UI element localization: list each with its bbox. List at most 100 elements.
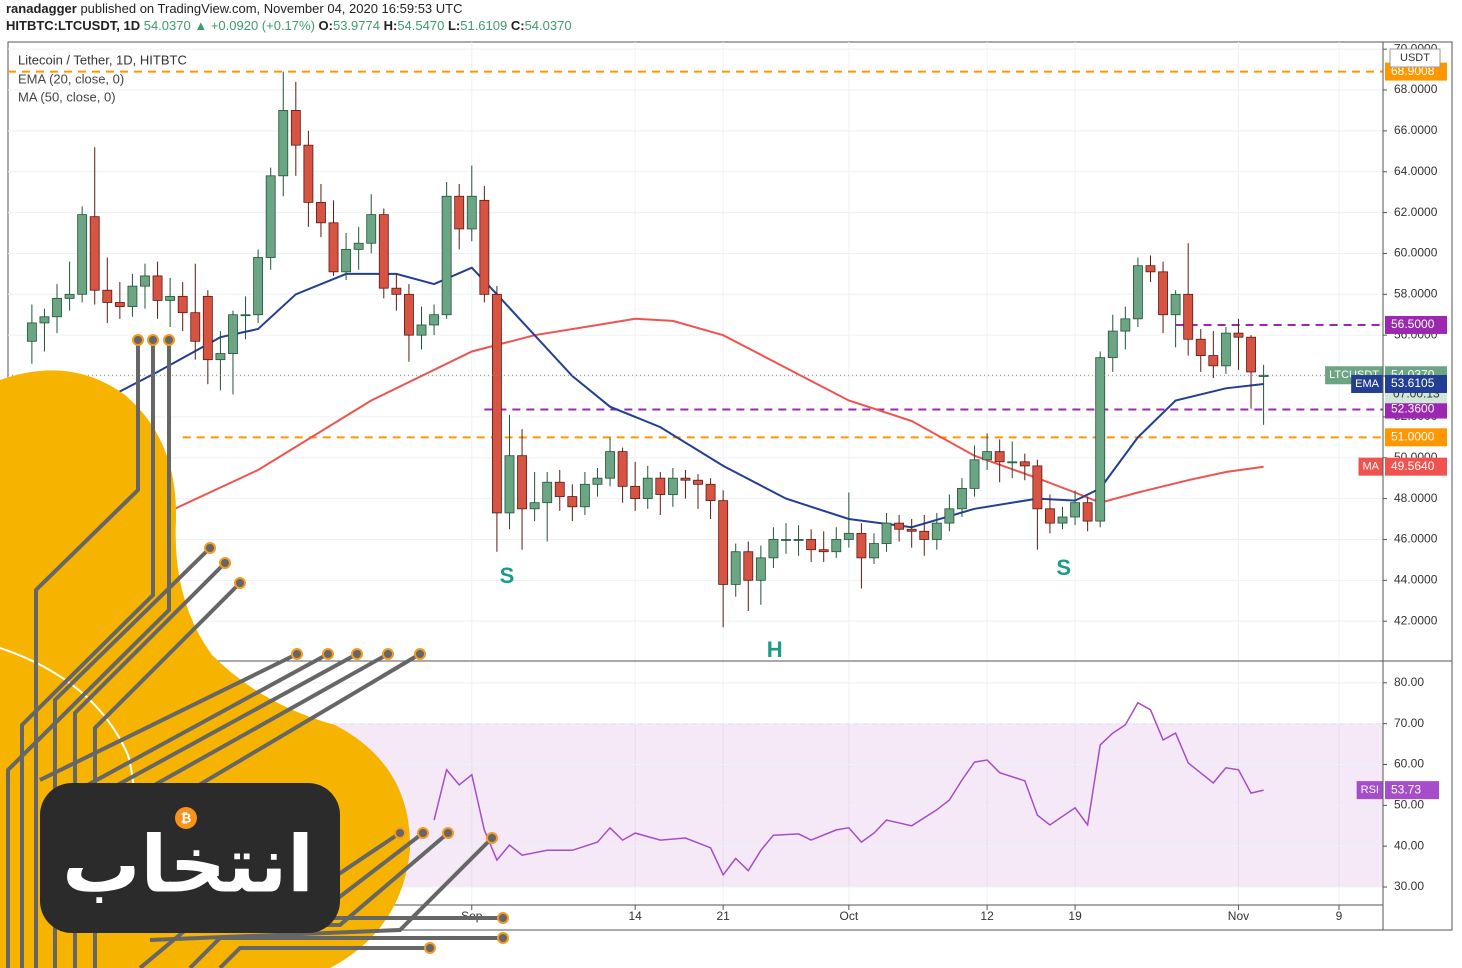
y-tick-label: 66.0000 — [1394, 123, 1438, 137]
candle-body — [1032, 465, 1043, 510]
candle-body — [906, 528, 917, 532]
x-tick-label: 14 — [628, 909, 642, 923]
candle-body — [26, 322, 37, 342]
tag-name: MA — [1363, 461, 1380, 473]
y-tick-label: 60.0000 — [1394, 246, 1438, 260]
y-tick-label: 68.0000 — [1394, 82, 1438, 96]
y-tick-label: 50.00 — [1394, 798, 1424, 812]
y-tick-label: 44.0000 — [1394, 572, 1438, 586]
candle-body — [680, 477, 691, 481]
candle-body — [466, 195, 477, 230]
candle-body — [316, 201, 326, 224]
y-tick-label: 70.00 — [1394, 716, 1424, 730]
y-tick-label: 58.0000 — [1394, 286, 1438, 300]
y-tick-label: 40.00 — [1394, 838, 1424, 852]
last-price: 54.0370 — [143, 18, 191, 33]
ohlc-key: C: — [510, 18, 525, 33]
candle-body — [667, 477, 678, 495]
y-tick-label: 62.0000 — [1394, 205, 1438, 219]
tag-box — [1385, 374, 1447, 393]
candle-body — [793, 539, 804, 541]
candle-body — [743, 551, 754, 581]
candle-body — [1145, 265, 1156, 273]
x-tick-label: 19 — [1068, 909, 1082, 923]
candle-body — [931, 522, 942, 540]
candle-body — [856, 532, 867, 559]
y-tick-label: 64.0000 — [1394, 164, 1438, 178]
tag-name-box — [1356, 781, 1383, 800]
published: published on TradingView.com, November 0… — [80, 1, 463, 16]
candle-body — [240, 314, 251, 317]
candle-body — [454, 195, 465, 230]
candle-body — [1132, 265, 1143, 320]
candle-body — [542, 481, 553, 504]
candle-body — [1082, 502, 1093, 522]
candle-body — [1220, 332, 1231, 367]
candle-body — [1095, 357, 1106, 522]
watermark: ₿ انتخاب — [0, 334, 509, 968]
candle-body — [152, 275, 163, 301]
author: ranadagger — [6, 1, 77, 16]
ohlc-value: 53.9774 — [332, 18, 380, 33]
candle-body — [944, 508, 955, 524]
candle-body — [919, 530, 930, 540]
tag-value: 52.3600 — [1391, 402, 1435, 416]
author-line: ranadagger published on TradingView.com,… — [6, 0, 572, 17]
candle-body — [781, 539, 791, 541]
candle-body — [278, 110, 289, 177]
candle-body — [265, 175, 276, 258]
tag-box — [1385, 400, 1447, 419]
x-tick-label: Nov — [1228, 909, 1249, 923]
candle-body — [378, 214, 389, 289]
ohlc-value: 54.0370 — [524, 18, 572, 33]
candle-body — [1208, 355, 1219, 367]
candle-body — [391, 287, 402, 295]
tag-value: 53.6105 — [1391, 376, 1435, 390]
candle-body — [341, 248, 352, 273]
candle-body — [127, 285, 138, 307]
candle-body — [693, 479, 703, 485]
candle-body — [52, 297, 62, 318]
candle-body — [617, 451, 628, 487]
candle-body — [1258, 374, 1269, 377]
candle-body — [441, 195, 452, 316]
candle-body — [228, 314, 238, 354]
tag-value: 53.73 — [1391, 782, 1421, 796]
candle-body — [479, 199, 490, 295]
candle-body — [416, 324, 427, 336]
candle-body — [366, 214, 377, 244]
candle-body — [404, 293, 414, 336]
candle-body — [77, 214, 88, 295]
x-tick-label: 9 — [1336, 909, 1343, 923]
tag-name-box — [1358, 457, 1383, 476]
candle-body — [253, 257, 264, 316]
tag-name-box — [1351, 374, 1383, 393]
candle-body — [89, 216, 100, 291]
x-tick-label: 12 — [980, 909, 994, 923]
legend-entry: MA (50, close, 0) — [18, 89, 116, 104]
logo-box — [40, 783, 340, 933]
candle-body — [818, 549, 829, 553]
candle-body — [894, 522, 905, 530]
y-tick-label: 42.0000 — [1394, 613, 1438, 627]
tag-value: 49.5640 — [1391, 459, 1435, 473]
candle-body — [982, 451, 993, 461]
candle-body — [1183, 293, 1194, 340]
candle-body — [705, 483, 716, 502]
candle-body — [165, 295, 176, 301]
candle-body — [190, 312, 201, 342]
candle-body — [579, 483, 590, 508]
annotation: H — [767, 637, 783, 662]
circuit-nodes — [132, 334, 509, 954]
candle-body — [1007, 461, 1018, 464]
candle-body — [177, 295, 188, 314]
candle-body — [140, 275, 150, 287]
indicator-line — [31, 266, 1264, 529]
candle-body — [64, 293, 75, 299]
candle-body — [642, 477, 653, 500]
ohlc-value: 51.6109 — [460, 18, 508, 33]
currency: USDT — [1400, 52, 1430, 64]
candle-body — [102, 289, 113, 303]
candle-body — [114, 302, 125, 307]
